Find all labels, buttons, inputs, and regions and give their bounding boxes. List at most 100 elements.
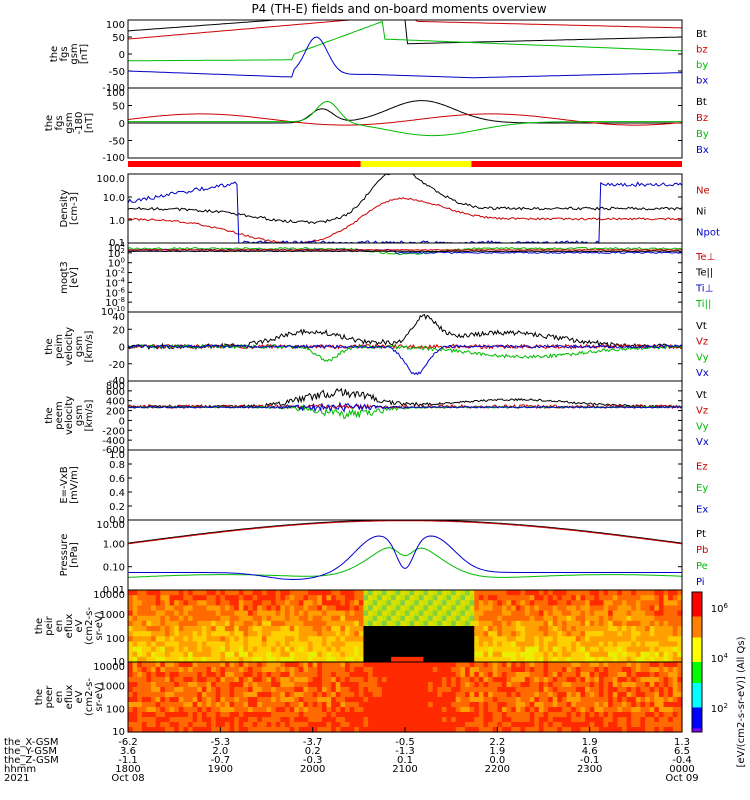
spectrogram-cell <box>285 647 290 653</box>
spectrogram-cell <box>267 641 272 647</box>
spectrogram-cell <box>664 667 669 673</box>
spectrogram-cell <box>534 722 539 728</box>
spectrogram-cell <box>280 707 285 713</box>
spectrogram-cell <box>188 621 193 627</box>
spectrogram-cell <box>405 621 410 627</box>
colorbar-cell <box>692 610 702 614</box>
spectrogram-cell <box>516 611 521 617</box>
spectrogram-cell <box>497 667 502 673</box>
spectrogram-cell <box>433 687 438 693</box>
spectrogram-cell <box>267 722 272 728</box>
spectrogram-cell <box>336 707 341 713</box>
spectrogram-cell <box>133 600 138 606</box>
spectrogram-cell <box>267 677 272 683</box>
spectrogram-cell <box>562 662 567 668</box>
spectrogram-cell <box>225 647 230 653</box>
spectrogram-cell <box>271 616 276 622</box>
spectrogram-cell <box>410 652 415 658</box>
spectrogram-cell <box>562 641 567 647</box>
spectrogram-cell <box>308 667 313 673</box>
spectrogram-cell <box>377 687 382 693</box>
spectrogram-cell <box>553 722 558 728</box>
spectrogram-cell <box>340 662 345 668</box>
spectrogram-cell <box>405 697 410 703</box>
spectrogram-cell <box>146 595 151 601</box>
spectrogram-cell <box>520 647 525 653</box>
spectrogram-cell <box>613 702 618 708</box>
spectrogram-cell <box>359 687 364 693</box>
legend-entry: Ey <box>696 483 708 494</box>
spectrogram-cell <box>599 692 604 698</box>
spectrogram-cell <box>359 590 364 596</box>
spectrogram-cell <box>276 702 281 708</box>
spectrogram-cell <box>387 605 392 611</box>
spectrogram-cell <box>373 682 378 688</box>
spectrogram-cell <box>479 687 484 693</box>
spectrogram-cell <box>400 616 405 622</box>
spectrogram-cell <box>493 595 498 601</box>
spectrogram-cell <box>483 672 488 678</box>
spectrogram-cell <box>313 722 318 728</box>
spectrogram-cell <box>516 605 521 611</box>
spectrogram-cell <box>230 605 235 611</box>
spectrogram-cell <box>544 722 549 728</box>
spectrogram-cell <box>303 595 308 601</box>
spectrogram-cell <box>562 631 567 637</box>
spectrogram-cell <box>225 636 230 642</box>
spectrogram-cell <box>317 672 322 678</box>
spectrogram-cell <box>387 626 392 632</box>
spectrogram-cell <box>405 682 410 688</box>
spectrogram-cell <box>257 692 262 698</box>
spectrogram-cell <box>387 647 392 653</box>
spectrogram-cell <box>470 717 475 723</box>
spectrogram-cell <box>294 662 299 668</box>
spectrogram-cell <box>363 677 368 683</box>
spectrogram-cell <box>433 590 438 596</box>
spectrogram-cell <box>220 636 225 642</box>
spectrogram-cell <box>414 687 419 693</box>
spectrogram-cell <box>594 605 599 611</box>
spectrogram-cell <box>567 667 572 673</box>
spectrogram-cell <box>336 641 341 647</box>
spectrogram-cell <box>470 652 475 658</box>
spectrogram-cell <box>377 605 382 611</box>
spectrogram-cell <box>160 687 165 693</box>
spectrogram-cell <box>474 672 479 678</box>
spectrogram-cell <box>317 616 322 622</box>
spectrogram-cell <box>520 687 525 693</box>
spectrogram-cell <box>470 626 475 632</box>
spectrogram-cell <box>151 600 156 606</box>
spectrogram-cell <box>317 621 322 627</box>
spectrogram-cell <box>271 692 276 698</box>
spectrogram-cell <box>225 662 230 668</box>
spectrogram-cell <box>396 667 401 673</box>
y-tick-label: 0 <box>119 119 125 130</box>
spectrogram-cell <box>133 672 138 678</box>
spectrogram-cell <box>433 662 438 668</box>
spectrogram-cell <box>428 652 433 658</box>
spectrogram-cell <box>368 687 373 693</box>
colorbar-cell <box>692 603 702 607</box>
spectrogram-cell <box>350 631 355 637</box>
spectrogram-cell <box>142 687 147 693</box>
spectrogram-cell <box>539 662 544 668</box>
spectrogram-cell <box>368 626 373 632</box>
spectrogram-cell <box>562 626 567 632</box>
spectrogram-cell <box>437 687 442 693</box>
spectrogram-cell <box>271 697 276 703</box>
spectrogram-cell <box>525 595 530 601</box>
spectrogram-cell <box>327 652 332 658</box>
spectrogram-cell <box>239 600 244 606</box>
spectrogram-cell <box>165 682 170 688</box>
spectrogram-cell <box>650 717 655 723</box>
spectrogram-cell <box>673 605 678 611</box>
spectrogram-cell <box>604 626 609 632</box>
spectrogram-cell <box>553 590 558 596</box>
spectrogram-cell <box>133 611 138 617</box>
spectrogram-cell <box>373 605 378 611</box>
spectrogram-cell <box>322 621 327 627</box>
spectrogram-cell <box>345 687 350 693</box>
spectrogram-cell <box>590 626 595 632</box>
spectrogram-cell <box>248 611 253 617</box>
spectrogram-cell <box>368 605 373 611</box>
